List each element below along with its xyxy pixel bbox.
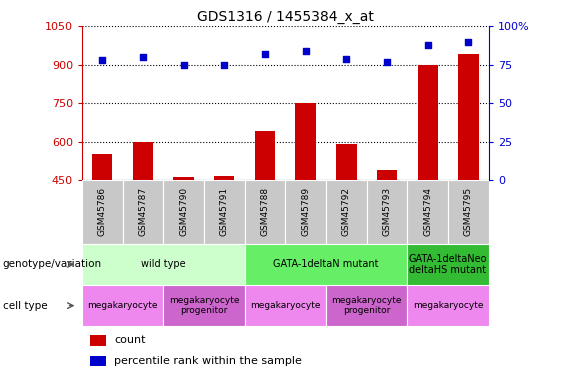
Text: GATA-1deltaN mutant: GATA-1deltaN mutant [273,260,379,269]
Bar [377,170,397,180]
Text: GSM45794: GSM45794 [423,188,432,236]
Bar [458,54,479,180]
FancyBboxPatch shape [407,244,489,285]
Point [301,48,310,54]
FancyBboxPatch shape [163,285,245,326]
FancyBboxPatch shape [407,180,448,244]
Text: wild type: wild type [141,260,185,269]
Point [423,42,432,48]
Bar [418,64,438,180]
Point [138,54,147,60]
Text: GSM45786: GSM45786 [98,188,107,237]
FancyBboxPatch shape [82,285,163,326]
Bar [295,103,316,180]
Point [98,57,107,63]
Text: GSM45790: GSM45790 [179,188,188,237]
Text: genotype/variation: genotype/variation [3,260,102,269]
FancyBboxPatch shape [123,180,163,244]
Text: GATA-1deltaNeo
deltaHS mutant: GATA-1deltaNeo deltaHS mutant [409,254,487,275]
Text: percentile rank within the sample: percentile rank within the sample [115,356,302,366]
FancyBboxPatch shape [82,180,123,244]
Bar [173,177,194,180]
Text: count: count [115,335,146,345]
Text: GSM45795: GSM45795 [464,188,473,237]
Bar [214,176,234,180]
Bar [90,356,106,366]
Text: megakaryocyte: megakaryocyte [88,301,158,310]
Text: megakaryocyte
progenitor: megakaryocyte progenitor [332,296,402,315]
FancyBboxPatch shape [407,285,489,326]
Bar [133,142,153,180]
Text: GSM45792: GSM45792 [342,188,351,236]
Point [220,62,229,68]
Point [464,39,473,45]
Text: GSM45791: GSM45791 [220,188,229,237]
FancyBboxPatch shape [245,180,285,244]
Point [179,62,188,68]
FancyBboxPatch shape [285,180,326,244]
Text: megakaryocyte
progenitor: megakaryocyte progenitor [169,296,239,315]
FancyBboxPatch shape [326,285,407,326]
Text: GSM45788: GSM45788 [260,188,270,237]
Text: GSM45789: GSM45789 [301,188,310,237]
Title: GDS1316 / 1455384_x_at: GDS1316 / 1455384_x_at [197,10,374,24]
Text: megakaryocyte: megakaryocyte [250,301,320,310]
Point [260,51,270,57]
Bar [92,154,112,180]
Text: cell type: cell type [3,301,47,310]
Point [383,58,392,64]
Bar [336,144,357,180]
FancyBboxPatch shape [448,180,489,244]
FancyBboxPatch shape [245,285,326,326]
FancyBboxPatch shape [163,180,204,244]
FancyBboxPatch shape [204,180,245,244]
Point [342,56,351,62]
FancyBboxPatch shape [326,180,367,244]
Bar [90,335,106,346]
Text: megakaryocyte: megakaryocyte [413,301,483,310]
FancyBboxPatch shape [82,244,245,285]
FancyBboxPatch shape [245,244,407,285]
FancyBboxPatch shape [367,180,407,244]
Bar [255,131,275,180]
Text: GSM45787: GSM45787 [138,188,147,237]
Text: GSM45793: GSM45793 [383,188,392,237]
